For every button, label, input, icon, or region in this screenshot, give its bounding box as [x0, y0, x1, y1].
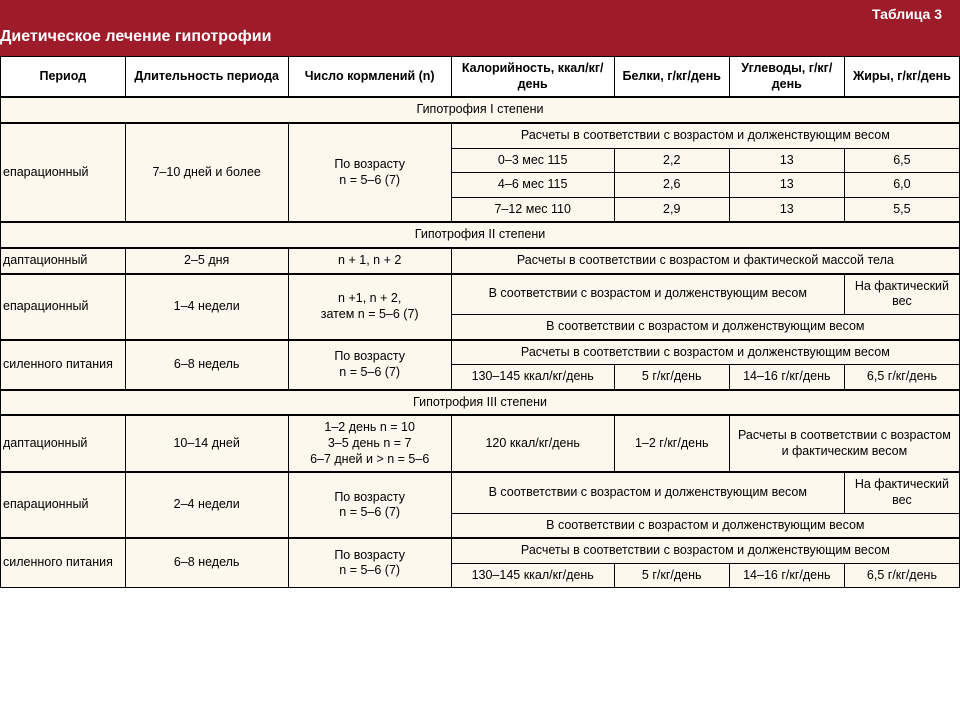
s3r1-note2: Расчеты в соответствии с возрастом и фак… — [729, 415, 959, 472]
cell: 5 г/кг/день — [614, 365, 729, 390]
s2-row4: силенного питания 6–8 недель По возрасту… — [1, 340, 960, 365]
s1-note: Расчеты в соответствии с возрастом и дол… — [451, 123, 959, 148]
s3r4-feedings: По возрастуn = 5–6 (7) — [288, 538, 451, 588]
cell: 13 — [729, 148, 844, 173]
cell: 5 г/кг/день — [614, 563, 729, 588]
table-header-bar: Таблица 3 Диетическое лечение гипотрофии — [0, 0, 960, 56]
s1-period: епарационный — [1, 123, 126, 223]
col-carbs: Углеводы, г/кг/день — [729, 57, 844, 98]
s3r2-fat: На фактический вес — [844, 472, 959, 513]
s2r1-period: даптационный — [1, 248, 126, 274]
s2-row1: даптационный 2–5 дня n + 1, n + 2 Расчет… — [1, 248, 960, 274]
s2r4-duration: 6–8 недель — [125, 340, 288, 390]
col-period: Период — [1, 57, 126, 98]
cell: 130–145 ккал/кг/день — [451, 365, 614, 390]
hypotrophy-table: Период Длительность периода Число кормле… — [0, 56, 960, 588]
s2r2-note3: В соответствии с возрастом и долженствую… — [451, 274, 844, 315]
section-1-title: Гипотрофия I степени — [1, 97, 960, 123]
s3r1-kcal: 120 ккал/кг/день — [451, 415, 614, 472]
col-protein: Белки, г/кг/день — [614, 57, 729, 98]
s3-row2: епарационный 2–4 недели По возрастуn = 5… — [1, 472, 960, 513]
col-feedings: Число кормлений (n) — [288, 57, 451, 98]
section-3-title: Гипотрофия III степени — [1, 390, 960, 416]
s2r4-period: силенного питания — [1, 340, 126, 390]
cell: 14–16 г/кг/день — [729, 563, 844, 588]
s2-row2: епарационный 1–4 недели n +1, n + 2,зате… — [1, 274, 960, 315]
s2r2-duration: 1–4 недели — [125, 274, 288, 340]
cell: 0–3 мес 115 — [451, 148, 614, 173]
cell: 13 — [729, 173, 844, 198]
s1-row1: епарационный 7–10 дней и более По возрас… — [1, 123, 960, 148]
cell: 7–12 мес 110 — [451, 197, 614, 222]
s3r2-period: епарационный — [1, 472, 126, 538]
s2r2-feedings: n +1, n + 2,затем n = 5–6 (7) — [288, 274, 451, 340]
s3r4-note: Расчеты в соответствии с возрастом и дол… — [451, 538, 959, 563]
cell: 5,5 — [844, 197, 959, 222]
s2r3-note: В соответствии с возрастом и долженствую… — [451, 314, 959, 339]
cell: 2,2 — [614, 148, 729, 173]
s2r1-note: Расчеты в соответствии с возрастом и фак… — [451, 248, 959, 274]
s3r4-period: силенного питания — [1, 538, 126, 588]
s3-row1: даптационный 10–14 дней 1–2 день n = 103… — [1, 415, 960, 472]
col-kcal: Калорийность, ккал/кг/день — [451, 57, 614, 98]
s3r2-feedings: По возрастуn = 5–6 (7) — [288, 472, 451, 538]
s2r2-fat: На фактический вес — [844, 274, 959, 315]
cell: 2,9 — [614, 197, 729, 222]
s3r4-duration: 6–8 недель — [125, 538, 288, 588]
s2r1-feedings: n + 1, n + 2 — [288, 248, 451, 274]
col-fat: Жиры, г/кг/день — [844, 57, 959, 98]
s2r2-period: епарационный — [1, 274, 126, 340]
cell: 14–16 г/кг/день — [729, 365, 844, 390]
cell: 6,5 — [844, 148, 959, 173]
s2r4-note: Расчеты в соответствии с возрастом и дол… — [451, 340, 959, 365]
table-title: Диетическое лечение гипотрофии — [0, 28, 950, 46]
s1-duration: 7–10 дней и более — [125, 123, 288, 223]
cell: 130–145 ккал/кг/день — [451, 563, 614, 588]
s3r3-note: В соответствии с возрастом и долженствую… — [451, 513, 959, 538]
table-number: Таблица 3 — [0, 6, 950, 28]
s1-feedings: По возрастуn = 5–6 (7) — [288, 123, 451, 223]
s3r1-period: даптационный — [1, 415, 126, 472]
section-2-title: Гипотрофия II степени — [1, 222, 960, 248]
s3r1-prot: 1–2 г/кг/день — [614, 415, 729, 472]
s2r1-duration: 2–5 дня — [125, 248, 288, 274]
s3r1-feedings: 1–2 день n = 103–5 день n = 76–7 дней и … — [288, 415, 451, 472]
s3r1-duration: 10–14 дней — [125, 415, 288, 472]
cell: 4–6 мес 115 — [451, 173, 614, 198]
s2r4-feedings: По возрастуn = 5–6 (7) — [288, 340, 451, 390]
cell: 13 — [729, 197, 844, 222]
s3r2-note3: В соответствии с возрастом и долженствую… — [451, 472, 844, 513]
s3r2-duration: 2–4 недели — [125, 472, 288, 538]
s3-row4: силенного питания 6–8 недель По возрасту… — [1, 538, 960, 563]
cell: 6,5 г/кг/день — [844, 365, 959, 390]
col-duration: Длительность периода — [125, 57, 288, 98]
header-row: Период Длительность периода Число кормле… — [1, 57, 960, 98]
cell: 6,5 г/кг/день — [844, 563, 959, 588]
cell: 2,6 — [614, 173, 729, 198]
cell: 6,0 — [844, 173, 959, 198]
